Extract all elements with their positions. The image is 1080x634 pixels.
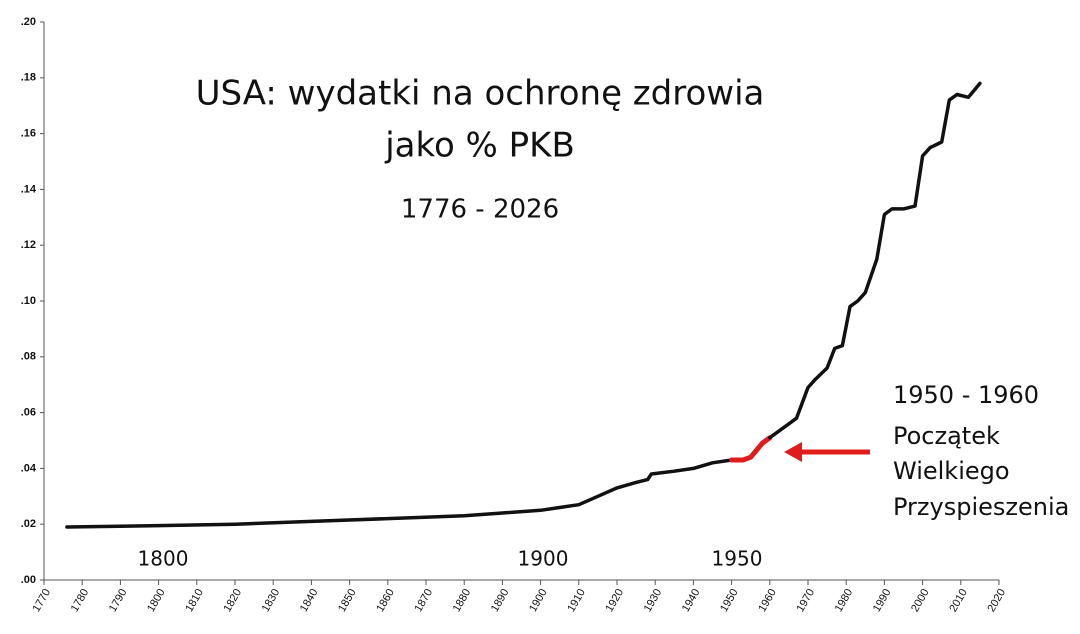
x-tick-label: 2020 <box>985 587 1008 614</box>
y-tick-label: .02 <box>21 518 36 530</box>
arrow-head <box>784 442 802 462</box>
y-tick-label: .20 <box>21 16 36 28</box>
x-tick-label: 1860 <box>374 587 397 614</box>
y-tick-label: .16 <box>21 128 36 140</box>
annotation: 1800 <box>138 547 189 571</box>
annotation: 1950 <box>712 547 763 571</box>
x-tick-label: 1820 <box>221 587 244 614</box>
x-tick-label: 1930 <box>642 587 665 614</box>
x-tick-label: 1880 <box>451 587 474 614</box>
x-tick-label: 1890 <box>489 587 512 614</box>
x-tick-label: 1830 <box>260 587 283 614</box>
x-tick-label: 1870 <box>412 587 435 614</box>
x-tick-label: 1910 <box>565 587 588 614</box>
x-tick-label: 1920 <box>603 587 626 614</box>
chart-title: USA: wydatki na ochronę zdrowia <box>196 74 765 114</box>
note: Początek <box>893 422 1000 450</box>
y-tick-label: .08 <box>21 351 36 363</box>
x-tick-label: 1950 <box>718 587 741 614</box>
x-tick-label: 1940 <box>680 587 703 614</box>
x-tick-label: 1960 <box>756 587 779 614</box>
x-tick-label: 2000 <box>909 587 932 614</box>
y-tick-label: .10 <box>21 295 36 307</box>
y-tick-label: .00 <box>21 574 36 586</box>
line-series <box>65 458 734 529</box>
x-tick-label: 1840 <box>298 587 321 614</box>
note: Przyspieszenia <box>893 493 1069 521</box>
x-tick-label: 1990 <box>871 587 894 614</box>
line-series <box>768 81 982 440</box>
x-tick-label: 1850 <box>336 587 359 614</box>
chart-title: jako % PKB <box>384 126 575 166</box>
x-tick-label: 1810 <box>183 587 206 614</box>
x-tick-label: 1790 <box>107 587 130 614</box>
x-tick-label: 1800 <box>145 587 168 614</box>
annotation: 1900 <box>518 547 569 571</box>
arrow <box>784 442 870 462</box>
x-tick-label: 1770 <box>30 587 53 614</box>
line-series <box>729 435 773 463</box>
note: 1950 - 1960 <box>893 381 1039 409</box>
x-tick-label: 1970 <box>794 587 817 614</box>
y-tick-label: .06 <box>21 407 36 419</box>
x-tick-label: 1780 <box>69 587 92 614</box>
chart-subtitle: 1776 - 2026 <box>401 195 559 225</box>
note: Wielkiego <box>893 457 1010 485</box>
y-tick-label: .14 <box>21 183 37 195</box>
y-tick-label: .18 <box>21 72 36 84</box>
x-tick-label: 1980 <box>833 587 856 614</box>
y-tick-label: .04 <box>21 462 37 474</box>
y-tick-label: .12 <box>21 239 36 251</box>
x-tick-label: 2010 <box>947 587 970 614</box>
x-tick-label: 1900 <box>527 587 550 614</box>
